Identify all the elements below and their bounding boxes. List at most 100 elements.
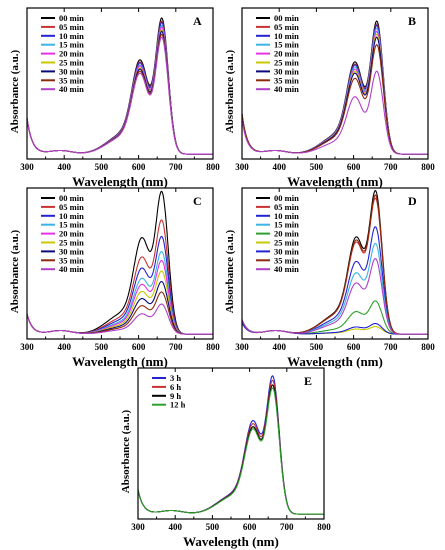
x-tick-label: 500 [95, 162, 109, 172]
x-tick-label: 700 [169, 342, 183, 352]
plot-frame [26, 7, 214, 160]
x-tick-label: 700 [280, 522, 294, 532]
series-line-35-min [26, 291, 213, 335]
x-tick-label: 300 [20, 342, 34, 352]
panel-D: 300 400 500 600 700 800 Wavelength (nm) Absorba… [224, 187, 435, 369]
x-tick-label: 700 [169, 162, 183, 172]
panel-letter: A [193, 14, 202, 28]
x-axis-label: Wavelength (nm) [72, 174, 168, 189]
x-tick-label: 300 [131, 522, 145, 532]
y-axis-label: Absorbance (a.u.) [9, 229, 21, 313]
legend-label: 40 min [274, 264, 299, 274]
legend-label: 15 min [274, 220, 299, 230]
plot-frame [137, 367, 325, 520]
y-axis-label: Absorbance (a.u.) [120, 409, 132, 493]
legend-label: 25 min [59, 238, 84, 248]
x-tick-label: 800 [421, 162, 435, 172]
legend-label: 20 min [59, 229, 84, 239]
x-tick-label: 500 [310, 162, 324, 172]
legend-label: 05 min [59, 202, 84, 212]
legend-label: 40 min [59, 264, 84, 274]
x-tick-label: 400 [272, 342, 286, 352]
series-line-35-min [26, 33, 213, 155]
x-tick-label: 600 [347, 162, 361, 172]
legend-label: 00 min [59, 13, 84, 23]
x-tick-label: 400 [168, 522, 182, 532]
series-line-40-min [241, 257, 428, 335]
series-line-15-min [26, 250, 213, 335]
legend-label: 05 min [274, 22, 299, 32]
x-tick-label: 300 [235, 342, 249, 352]
legend-label: 40 min [59, 84, 84, 94]
x-tick-label: 700 [384, 162, 398, 172]
legend-label: 35 min [59, 255, 84, 265]
legend-label: 25 min [59, 58, 84, 68]
series-line-40-min [26, 36, 213, 155]
series-line-30-min [241, 36, 428, 155]
panel-letter: C [193, 194, 202, 208]
panel-letter: D [408, 194, 417, 208]
y-axis-label: Absorbance (a.u.) [224, 229, 236, 313]
x-tick-label: 600 [132, 162, 146, 172]
x-tick-label: 400 [272, 162, 286, 172]
series-line-05-min [26, 219, 213, 335]
legend-label: 35 min [59, 75, 84, 85]
x-axis-label: Wavelength (nm) [183, 534, 279, 549]
legend-label: 30 min [274, 66, 299, 76]
legend-label: 00 min [274, 13, 299, 23]
panel-letter: E [304, 374, 312, 388]
legend-label: 20 min [274, 229, 299, 239]
x-tick-label: 800 [421, 342, 435, 352]
x-tick-label: 700 [384, 342, 398, 352]
x-tick-label: 400 [57, 162, 71, 172]
legend-label: 10 min [274, 31, 299, 41]
legend-label: 15 min [274, 40, 299, 50]
legend-label: 35 min [274, 255, 299, 265]
x-tick-label: 800 [206, 342, 220, 352]
series-line-30-min [26, 30, 213, 155]
legend-label: 25 min [274, 58, 299, 68]
panel-A: 300 400 500 600 700 800 Wavelength (nm) Absorba… [9, 7, 220, 189]
legend-label: 05 min [274, 202, 299, 212]
legend-label: 05 min [59, 22, 84, 32]
x-tick-label: 400 [57, 342, 71, 352]
x-tick-label: 600 [132, 342, 146, 352]
legend-label: 9 h [170, 391, 181, 401]
x-tick-label: 800 [206, 162, 220, 172]
legend-label: 20 min [274, 49, 299, 59]
x-tick-label: 300 [20, 162, 34, 172]
x-tick-label: 500 [310, 342, 324, 352]
x-axis-label: Wavelength (nm) [287, 174, 383, 189]
legend-label: 30 min [59, 246, 84, 256]
legend-label: 12 h [170, 400, 186, 410]
x-tick-label: 600 [243, 522, 257, 532]
series-line-30-min [26, 280, 213, 335]
series-line-20-min [26, 259, 213, 335]
legend-label: 30 min [59, 66, 84, 76]
x-axis-label: Wavelength (nm) [287, 354, 383, 369]
legend-label: 20 min [59, 49, 84, 59]
legend-label: 40 min [274, 84, 299, 94]
panel-E: 300 400 500 600 700 800 Wavelength (nm) Absorba… [120, 367, 331, 549]
x-tick-label: 500 [206, 522, 220, 532]
series-line-15-min [241, 242, 428, 335]
legend-label: 15 min [59, 40, 84, 50]
panel-B: 300 400 500 600 700 800 Wavelength (nm) Absorba… [224, 7, 435, 189]
legend-label: 00 min [274, 193, 299, 203]
legend-label: 35 min [274, 75, 299, 85]
series-line-00-min [26, 190, 213, 335]
legend-label: 10 min [274, 211, 299, 221]
x-tick-label: 500 [95, 342, 109, 352]
x-tick-label: 600 [347, 342, 361, 352]
plot-frame [241, 187, 429, 340]
x-tick-label: 300 [235, 162, 249, 172]
panel-letter: B [408, 14, 416, 28]
y-axis-label: Absorbance (a.u.) [224, 49, 236, 133]
series-line-12-h [137, 387, 324, 515]
series-line-25-min [26, 29, 213, 155]
legend-label: 10 min [59, 31, 84, 41]
